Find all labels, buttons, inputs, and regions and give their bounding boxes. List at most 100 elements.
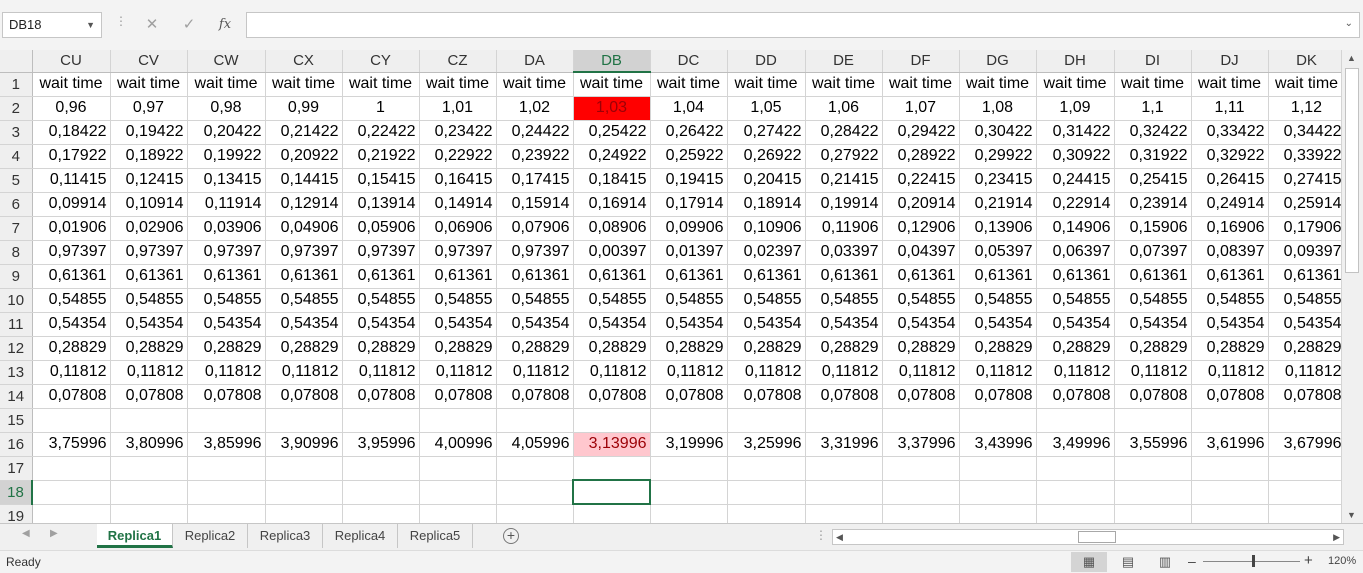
scroll-right-icon[interactable]: ▶ [1333,532,1340,542]
cell-db17[interactable] [573,456,651,481]
column-header-dh[interactable]: DH [1036,50,1115,73]
cell-cy19[interactable] [342,504,420,523]
cell-cx11[interactable]: 0,54354 [265,312,343,337]
column-header-dg[interactable]: DG [959,50,1037,73]
cell-cy13[interactable]: 0,11812 [342,360,420,385]
cell-dc1[interactable]: wait time [650,72,728,97]
column-header-di[interactable]: DI [1114,50,1192,73]
cell-db7[interactable]: 0,08906 [573,216,651,241]
cell-df10[interactable]: 0,54855 [882,288,960,313]
cell-dc7[interactable]: 0,09906 [650,216,728,241]
cell-dk13[interactable]: 0,11812 [1268,360,1341,385]
row-header-13[interactable]: 13 [0,360,33,385]
cell-di6[interactable]: 0,23914 [1114,192,1192,217]
cell-dk16[interactable]: 3,67996 [1268,432,1341,457]
cell-dc15[interactable] [650,408,728,433]
cell-di3[interactable]: 0,32422 [1114,120,1192,145]
cell-dk18[interactable] [1268,480,1341,505]
cell-cw15[interactable] [187,408,266,433]
cell-dd15[interactable] [727,408,806,433]
cell-dj14[interactable]: 0,07808 [1191,384,1269,409]
column-header-dd[interactable]: DD [727,50,806,73]
cell-de11[interactable]: 0,54354 [805,312,883,337]
cell-cx19[interactable] [265,504,343,523]
cell-df3[interactable]: 0,29422 [882,120,960,145]
cell-dk5[interactable]: 0,27415 [1268,168,1341,193]
cell-cv2[interactable]: 0,97 [110,96,188,121]
cell-cu11[interactable]: 0,54354 [32,312,111,337]
page-layout-view-icon[interactable]: ▤ [1121,554,1135,569]
cell-cv6[interactable]: 0,10914 [110,192,188,217]
cell-db19[interactable] [573,504,651,523]
cell-dk12[interactable]: 0,28829 [1268,336,1341,361]
cell-dg16[interactable]: 3,43996 [959,432,1037,457]
column-header-de[interactable]: DE [805,50,883,73]
cell-di11[interactable]: 0,54354 [1114,312,1192,337]
cell-cw19[interactable] [187,504,266,523]
column-header-dc[interactable]: DC [650,50,728,73]
cell-dj9[interactable]: 0,61361 [1191,264,1269,289]
cell-df5[interactable]: 0,22415 [882,168,960,193]
cell-cy17[interactable] [342,456,420,481]
cell-db11[interactable]: 0,54354 [573,312,651,337]
cell-db8[interactable]: 0,00397 [573,240,651,265]
cell-dg19[interactable] [959,504,1037,523]
cell-df4[interactable]: 0,28922 [882,144,960,169]
cell-dj16[interactable]: 3,61996 [1191,432,1269,457]
cell-dc5[interactable]: 0,19415 [650,168,728,193]
cell-da12[interactable]: 0,28829 [496,336,574,361]
cell-dh11[interactable]: 0,54354 [1036,312,1115,337]
cell-cy10[interactable]: 0,54855 [342,288,420,313]
cell-cu12[interactable]: 0,28829 [32,336,111,361]
cell-dj3[interactable]: 0,33422 [1191,120,1269,145]
cell-db4[interactable]: 0,24922 [573,144,651,169]
column-header-cu[interactable]: CU [32,50,111,73]
cell-dg11[interactable]: 0,54354 [959,312,1037,337]
column-header-cy[interactable]: CY [342,50,420,73]
cell-di7[interactable]: 0,15906 [1114,216,1192,241]
cell-da17[interactable] [496,456,574,481]
cell-de19[interactable] [805,504,883,523]
cell-dd13[interactable]: 0,11812 [727,360,806,385]
cell-dc14[interactable]: 0,07808 [650,384,728,409]
cell-cy9[interactable]: 0,61361 [342,264,420,289]
cell-cu7[interactable]: 0,01906 [32,216,111,241]
cell-df8[interactable]: 0,04397 [882,240,960,265]
cell-cx4[interactable]: 0,20922 [265,144,343,169]
column-header-cv[interactable]: CV [110,50,188,73]
row-header-17[interactable]: 17 [0,456,33,481]
cell-dh3[interactable]: 0,31422 [1036,120,1115,145]
cell-dd5[interactable]: 0,20415 [727,168,806,193]
cell-db12[interactable]: 0,28829 [573,336,651,361]
cell-df17[interactable] [882,456,960,481]
cell-de15[interactable] [805,408,883,433]
cell-cy6[interactable]: 0,13914 [342,192,420,217]
cell-cz14[interactable]: 0,07808 [419,384,497,409]
cell-dg7[interactable]: 0,13906 [959,216,1037,241]
cell-cz17[interactable] [419,456,497,481]
cell-dh6[interactable]: 0,22914 [1036,192,1115,217]
name-box[interactable]: DB18 ▼ [2,12,102,38]
cell-di4[interactable]: 0,31922 [1114,144,1192,169]
row-header-3[interactable]: 3 [0,120,33,145]
cell-cw7[interactable]: 0,03906 [187,216,266,241]
enter-icon[interactable]: ✓ [182,16,196,33]
cell-db18[interactable] [572,479,651,505]
row-header-9[interactable]: 9 [0,264,33,289]
cell-cx10[interactable]: 0,54855 [265,288,343,313]
cell-dg14[interactable]: 0,07808 [959,384,1037,409]
column-header-dj[interactable]: DJ [1191,50,1269,73]
cell-cx15[interactable] [265,408,343,433]
cell-dh15[interactable] [1036,408,1115,433]
row-header-7[interactable]: 7 [0,216,33,241]
cell-cz12[interactable]: 0,28829 [419,336,497,361]
sheet-tab-replica4[interactable]: Replica4 [323,524,398,548]
cell-cv8[interactable]: 0,97397 [110,240,188,265]
cell-di12[interactable]: 0,28829 [1114,336,1192,361]
cell-dg15[interactable] [959,408,1037,433]
cell-cv7[interactable]: 0,02906 [110,216,188,241]
cell-cy1[interactable]: wait time [342,72,420,97]
cell-di2[interactable]: 1,1 [1114,96,1192,121]
cell-cx14[interactable]: 0,07808 [265,384,343,409]
cell-db9[interactable]: 0,61361 [573,264,651,289]
